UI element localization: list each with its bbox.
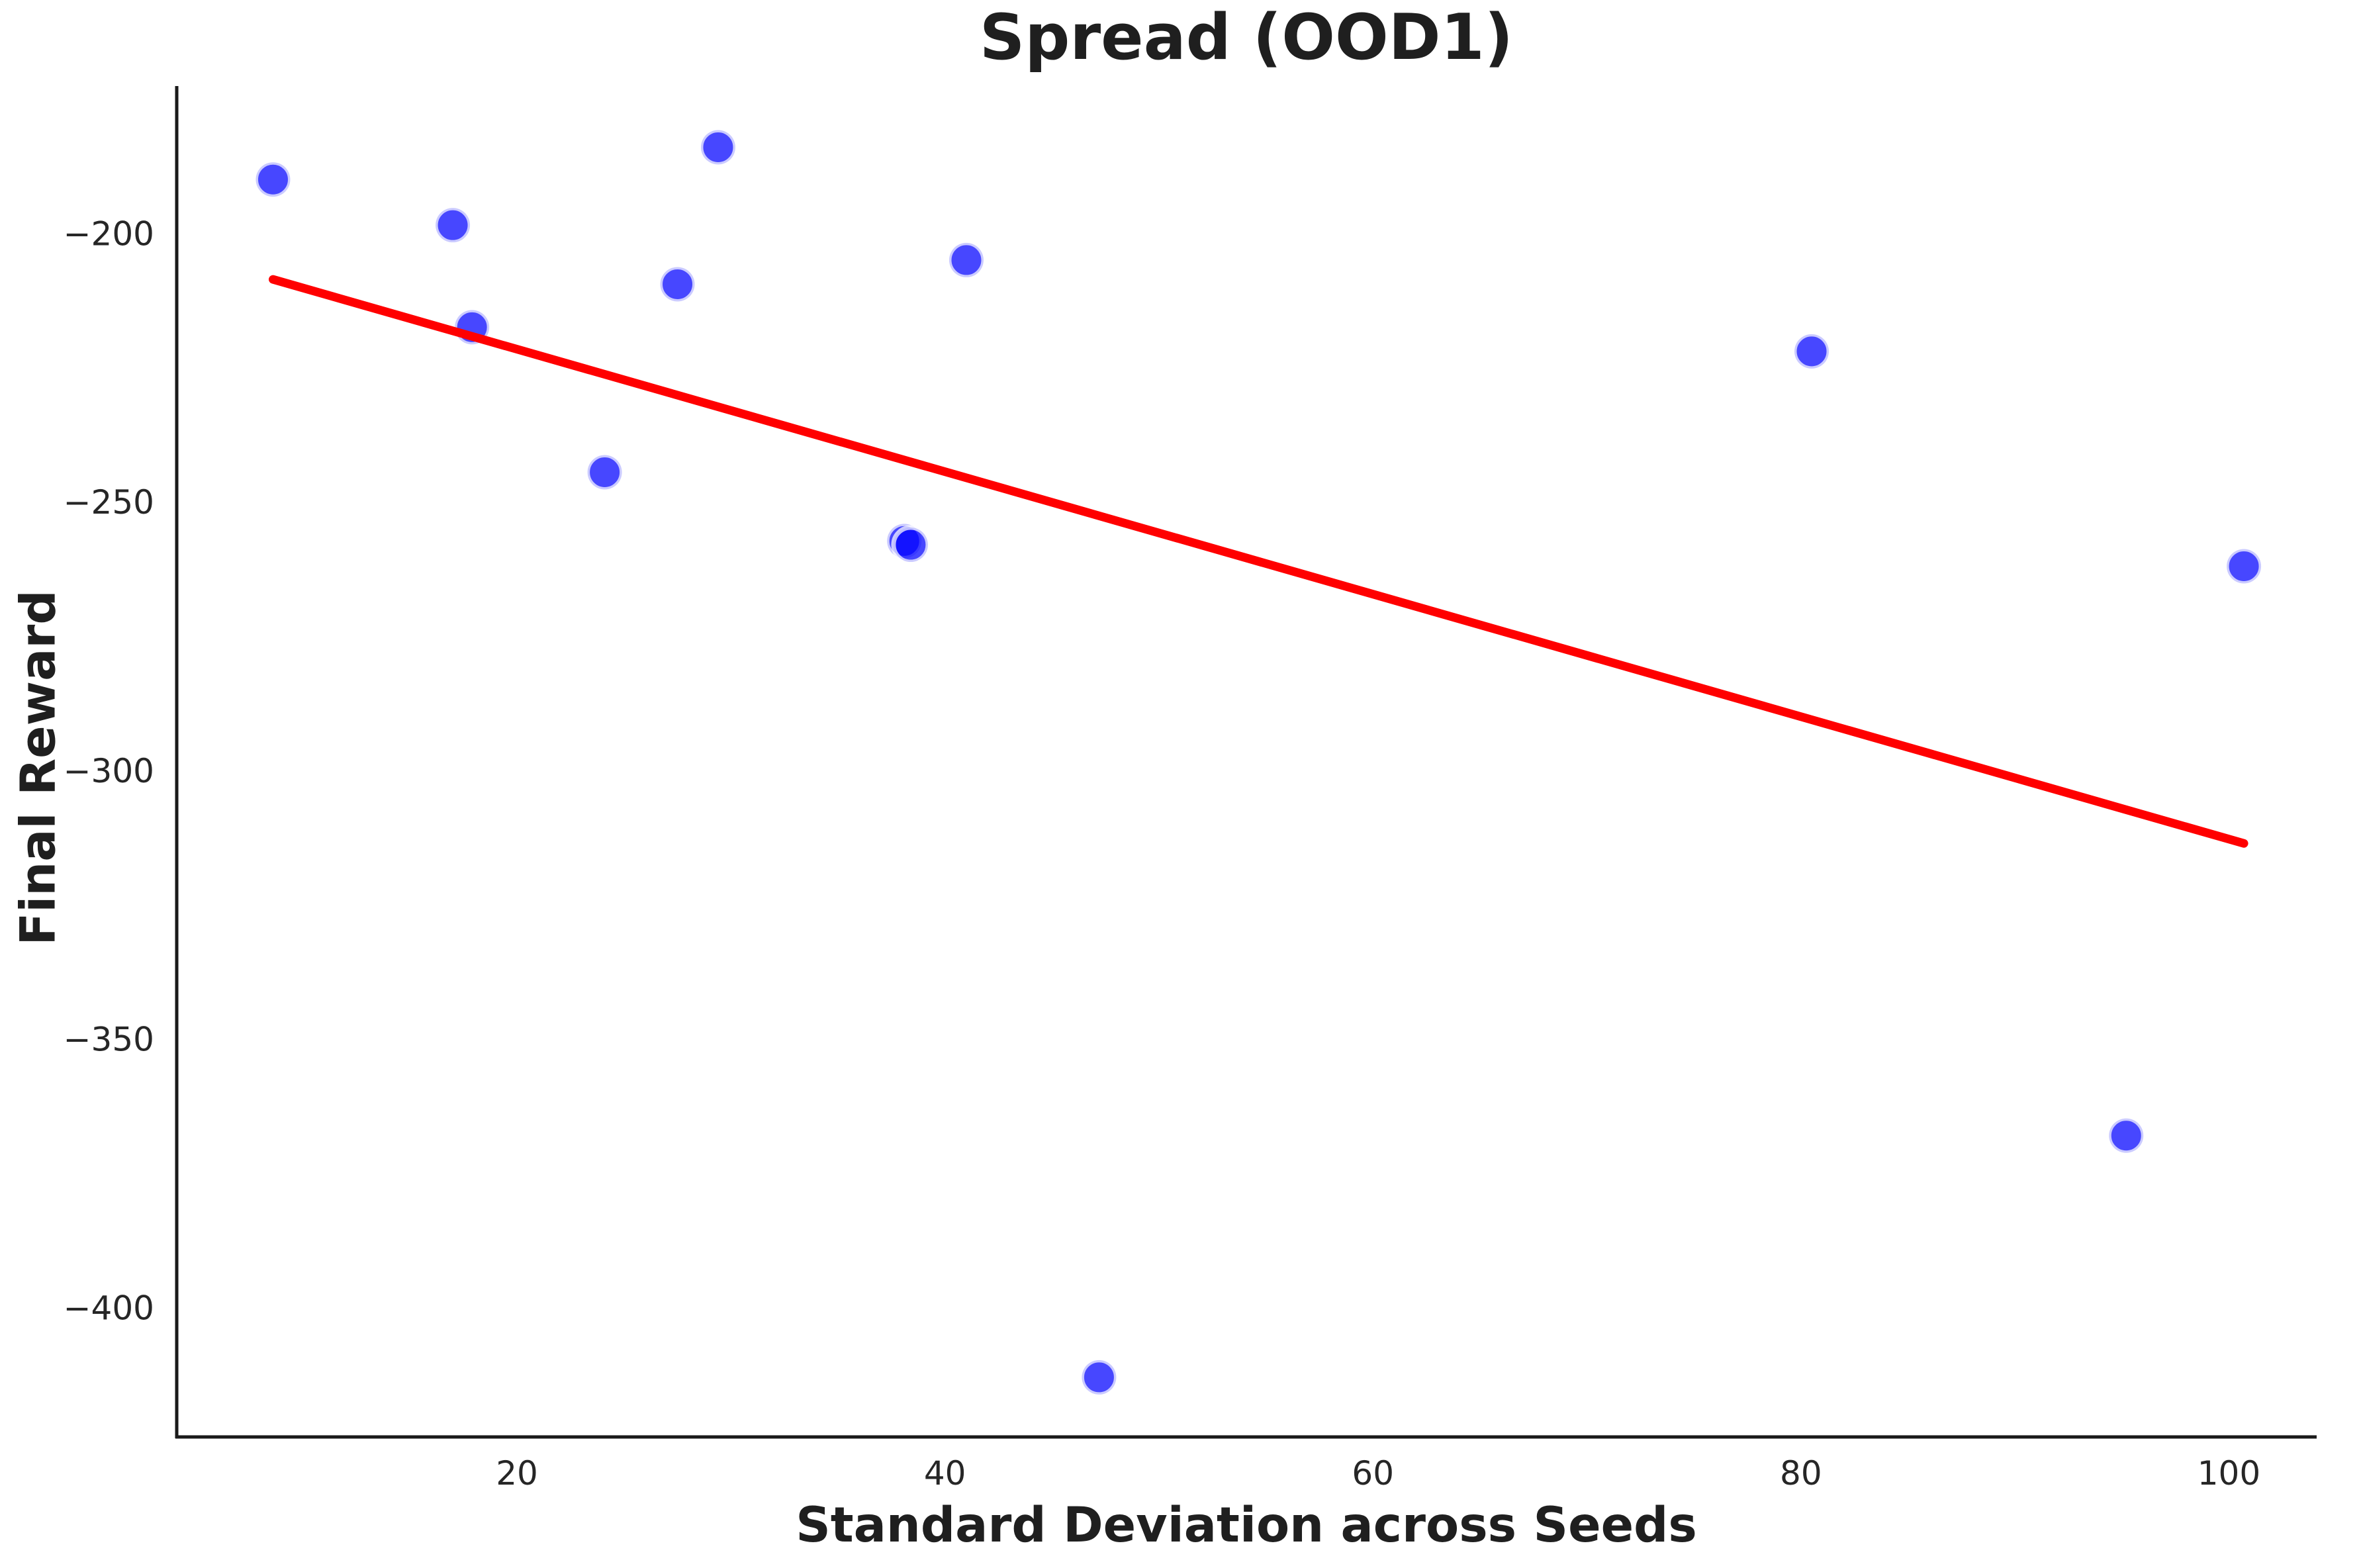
scatter-point	[891, 525, 931, 565]
chart-title: Spread (OOD1)	[979, 1, 1514, 74]
scatter-point	[585, 452, 625, 492]
x-tick-label: 20	[496, 1454, 538, 1493]
y-tick-label: −200	[64, 214, 154, 253]
x-tick-label: 100	[2198, 1454, 2260, 1493]
y-tick-label: −350	[64, 1021, 154, 1059]
x-tick-label: 80	[1780, 1454, 1822, 1493]
scatter-point	[1792, 332, 1831, 371]
scatter-point	[2106, 1116, 2146, 1156]
scatter-point	[433, 205, 473, 245]
x-axis-label: Standard Deviation across Seeds	[796, 1497, 1697, 1553]
x-tick-label: 60	[1352, 1454, 1394, 1493]
y-tick-label: −250	[64, 483, 154, 522]
scatter-point	[947, 240, 986, 280]
scatter-point	[2224, 547, 2264, 586]
y-tick-label: −300	[64, 752, 154, 790]
x-tick-label: 40	[924, 1454, 966, 1493]
scatter-point	[658, 264, 698, 304]
trend-line	[268, 275, 2248, 848]
scatter-point	[253, 160, 293, 199]
scatter-point	[1079, 1358, 1119, 1397]
scatter-point	[698, 128, 738, 167]
y-tick-label: −400	[64, 1289, 154, 1327]
